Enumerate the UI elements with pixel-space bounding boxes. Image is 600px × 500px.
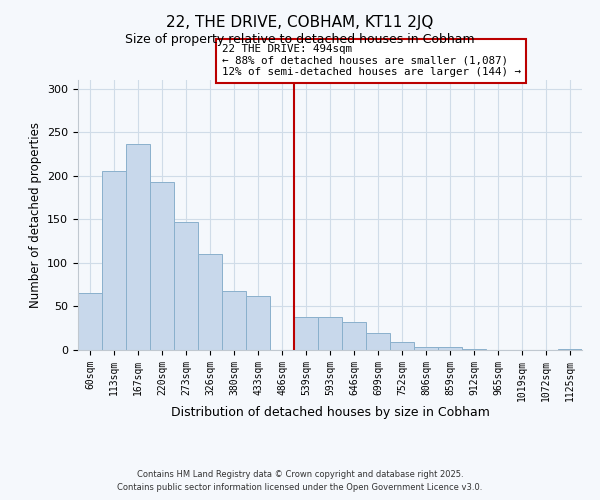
Bar [174, 222, 198, 350]
Text: 22 THE DRIVE: 494sqm
← 88% of detached houses are smaller (1,087)
12% of semi-de: 22 THE DRIVE: 494sqm ← 88% of detached h… [221, 44, 521, 78]
Bar [366, 332, 390, 350]
Bar [318, 317, 342, 350]
Bar [342, 322, 366, 350]
X-axis label: Distribution of detached houses by size in Cobham: Distribution of detached houses by size … [170, 406, 490, 420]
Text: Contains HM Land Registry data © Crown copyright and database right 2025.
Contai: Contains HM Land Registry data © Crown c… [118, 470, 482, 492]
Bar [222, 291, 246, 350]
Bar [558, 349, 582, 350]
Bar [78, 292, 102, 350]
Bar [438, 346, 462, 350]
Bar [198, 254, 222, 350]
Bar [390, 342, 414, 350]
Text: 22, THE DRIVE, COBHAM, KT11 2JQ: 22, THE DRIVE, COBHAM, KT11 2JQ [166, 15, 434, 30]
Bar [246, 296, 270, 350]
Bar [150, 182, 174, 350]
Y-axis label: Number of detached properties: Number of detached properties [29, 122, 41, 308]
Bar [414, 348, 438, 350]
Bar [462, 349, 486, 350]
Bar [294, 317, 318, 350]
Bar [102, 170, 126, 350]
Bar [126, 144, 150, 350]
Text: Size of property relative to detached houses in Cobham: Size of property relative to detached ho… [125, 32, 475, 46]
